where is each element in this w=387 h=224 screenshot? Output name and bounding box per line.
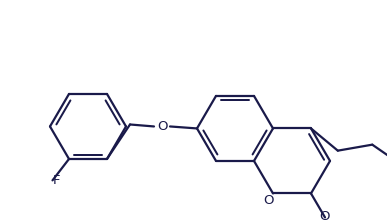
Text: O: O — [264, 194, 274, 207]
Text: O: O — [320, 210, 330, 223]
Text: O: O — [157, 120, 167, 133]
Text: F: F — [53, 174, 60, 187]
